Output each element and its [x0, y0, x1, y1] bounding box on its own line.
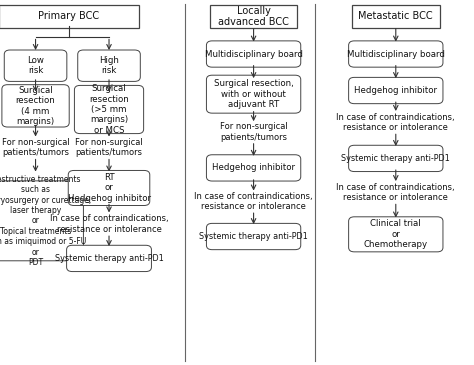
FancyBboxPatch shape [78, 50, 140, 81]
FancyBboxPatch shape [352, 5, 439, 28]
Text: Multidisciplinary board: Multidisciplinary board [205, 50, 302, 58]
FancyBboxPatch shape [74, 85, 144, 134]
Text: For non-surgical
patients/tumors: For non-surgical patients/tumors [220, 122, 287, 142]
Text: In case of contraindications,
resistance or intolerance: In case of contraindications, resistance… [337, 183, 455, 203]
FancyBboxPatch shape [206, 223, 301, 250]
FancyBboxPatch shape [4, 50, 67, 81]
Text: Surgical resection,
with or without
adjuvant RT: Surgical resection, with or without adju… [214, 79, 293, 109]
Text: Locally
advanced BCC: Locally advanced BCC [218, 5, 289, 27]
FancyBboxPatch shape [68, 170, 150, 205]
FancyBboxPatch shape [66, 245, 152, 272]
Text: Surgical
resection
(>5 mm
margins)
or MCS: Surgical resection (>5 mm margins) or MC… [89, 84, 129, 135]
Text: Surgical
resection
(4 mm
margins): Surgical resection (4 mm margins) [16, 86, 55, 126]
FancyBboxPatch shape [348, 41, 443, 67]
Text: Low
risk: Low risk [27, 56, 44, 76]
Text: In case of contraindications,
resistance or intolerance: In case of contraindications, resistance… [50, 214, 168, 234]
Text: Hedgehog inhibitor: Hedgehog inhibitor [354, 86, 438, 95]
Text: Systemic therapy anti-PD1: Systemic therapy anti-PD1 [199, 232, 308, 241]
Text: Multidisciplinary board: Multidisciplinary board [347, 50, 445, 58]
Text: In case of contraindications,
resistance or intolerance: In case of contraindications, resistance… [337, 113, 455, 132]
Text: Primary BCC: Primary BCC [38, 11, 99, 22]
Text: Systemic therapy anti-PD1: Systemic therapy anti-PD1 [341, 154, 450, 163]
Text: In case of contraindications,
resistance or intolerance: In case of contraindications, resistance… [194, 192, 313, 211]
FancyBboxPatch shape [0, 5, 138, 28]
Text: For non-surgical
patients/tumors: For non-surgical patients/tumors [2, 138, 69, 157]
FancyBboxPatch shape [206, 155, 301, 181]
FancyBboxPatch shape [348, 217, 443, 252]
Text: For non-surgical
patients/tumors: For non-surgical patients/tumors [75, 138, 143, 157]
FancyBboxPatch shape [210, 5, 298, 28]
FancyBboxPatch shape [0, 181, 83, 261]
Text: Destructive treatments
such as
RT, cryosurgery or curettage,
laser therapy
or
To: Destructive treatments such as RT, cryos… [0, 175, 91, 267]
Text: RT
or
Hedgehog inhibitor: RT or Hedgehog inhibitor [67, 173, 151, 203]
Text: Clinical trial
or
Chemotherapy: Clinical trial or Chemotherapy [364, 219, 428, 249]
FancyBboxPatch shape [206, 75, 301, 113]
FancyBboxPatch shape [206, 41, 301, 67]
Text: Systemic therapy anti-PD1: Systemic therapy anti-PD1 [55, 254, 164, 263]
Text: High
risk: High risk [99, 56, 119, 76]
FancyBboxPatch shape [348, 77, 443, 104]
FancyBboxPatch shape [2, 85, 69, 127]
Text: Hedgehog inhibitor: Hedgehog inhibitor [212, 164, 295, 172]
FancyBboxPatch shape [348, 145, 443, 172]
Text: Metastatic BCC: Metastatic BCC [358, 11, 433, 22]
